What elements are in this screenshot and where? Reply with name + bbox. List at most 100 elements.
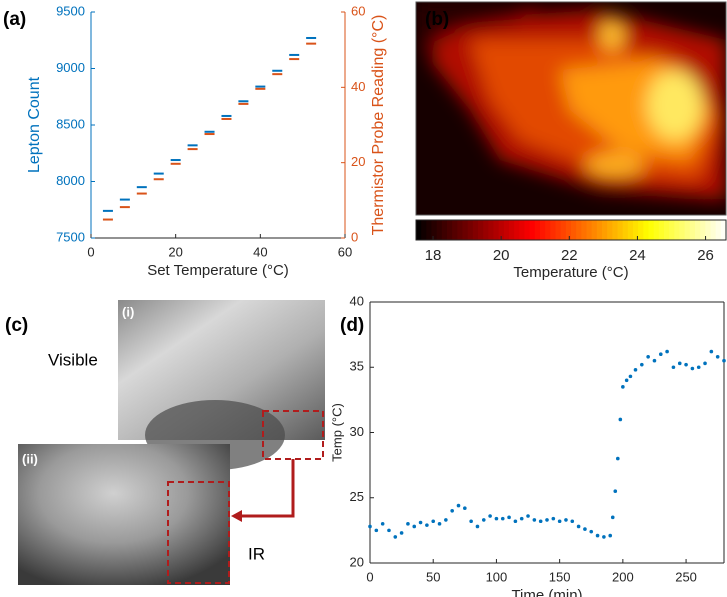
colorbar-cell — [689, 220, 696, 240]
point — [380, 522, 385, 526]
point — [102, 209, 113, 212]
colorbar-cell — [519, 220, 526, 240]
colorbar-cell — [596, 220, 603, 240]
point — [153, 172, 164, 175]
y-tick-label: 25 — [350, 489, 364, 504]
point — [564, 518, 568, 522]
colorbar-cell — [498, 220, 505, 240]
arrow — [240, 459, 295, 518]
point — [616, 456, 620, 461]
point — [500, 516, 505, 521]
x-tick-label: 100 — [486, 569, 508, 584]
panel-label: (c) — [5, 315, 28, 336]
colorbar-cell — [534, 220, 541, 240]
point — [306, 42, 317, 45]
colorbar-cell — [540, 220, 546, 240]
point — [444, 518, 448, 522]
point — [272, 73, 283, 76]
y-tick-label: 8500 — [56, 116, 85, 131]
x-tick-label: 50 — [426, 569, 440, 584]
point — [289, 58, 300, 61]
colorbar-cell — [436, 220, 443, 240]
colorbar-cell — [695, 220, 701, 240]
point — [393, 535, 398, 539]
colorbar-cell — [653, 220, 660, 240]
x-axis-label: Set Temperature (°C) — [147, 262, 289, 279]
colorbar-frame — [415, 219, 727, 241]
x-tick-label: 60 — [338, 244, 352, 259]
caption: Visible — [48, 350, 98, 369]
colorbar-cell — [503, 220, 510, 240]
x-axis-label: Time (min) — [511, 587, 582, 597]
point — [557, 519, 562, 524]
colorbar-cell — [679, 220, 686, 240]
colorbar-cell — [571, 220, 577, 240]
point — [671, 365, 676, 370]
colorbar-cell — [545, 220, 551, 240]
colorbar-cell — [581, 220, 588, 240]
point — [519, 516, 524, 521]
point — [418, 520, 423, 525]
y-tick-label: 9500 — [56, 3, 85, 18]
photo-label: (ii) — [22, 451, 38, 466]
y2-tick-label: 0 — [351, 229, 358, 244]
point — [102, 218, 113, 221]
colorbar-label: Temperature (°C) — [513, 264, 628, 281]
y2-axis-label: Thermistor Probe Reading (°C) — [370, 15, 387, 236]
colorbar-cell — [421, 220, 427, 240]
point — [368, 524, 372, 529]
point — [640, 362, 644, 367]
caption: IR — [248, 544, 265, 563]
y2-tick-label: 20 — [351, 154, 365, 169]
point — [602, 535, 606, 539]
colorbar-cell — [602, 220, 608, 240]
colorbar-cell — [416, 220, 422, 240]
point — [406, 522, 410, 526]
point — [272, 69, 283, 72]
point — [437, 522, 442, 526]
roi-box — [167, 481, 230, 584]
point — [488, 514, 492, 518]
point — [715, 355, 720, 359]
colorbar-cell — [622, 220, 629, 240]
colorbar-tick-label: 20 — [493, 247, 510, 264]
colorbar-cell — [565, 220, 572, 240]
point — [633, 368, 638, 372]
colorbar-cell — [452, 220, 458, 240]
point — [532, 518, 537, 522]
x-tick-label: 20 — [168, 244, 182, 259]
y-tick-label: 30 — [350, 424, 364, 439]
point — [387, 528, 391, 533]
y2-tick-label: 60 — [351, 3, 365, 18]
y-tick-label: 20 — [350, 554, 364, 569]
point — [551, 516, 556, 521]
point — [610, 515, 615, 520]
colorbar-cell — [524, 220, 531, 240]
point — [221, 114, 232, 117]
point — [306, 36, 317, 39]
colorbar-tick-label: 22 — [561, 247, 578, 264]
colorbar-cell — [462, 220, 469, 240]
point — [136, 192, 147, 195]
colorbar-cell — [705, 220, 712, 240]
point — [187, 144, 198, 147]
colorbar-cell — [591, 220, 598, 240]
point — [187, 148, 198, 151]
colorbar-cell — [638, 220, 644, 240]
y-tick-label: 35 — [350, 359, 364, 374]
point — [170, 159, 181, 162]
point — [469, 519, 473, 524]
heatmap-image — [416, 2, 726, 215]
colorbar-cell — [720, 220, 727, 240]
point — [119, 198, 130, 201]
colorbar-cell — [472, 220, 479, 240]
point — [289, 53, 300, 56]
colorbar-tick-label: 24 — [629, 247, 646, 264]
y2-tick-label: 40 — [351, 79, 365, 94]
point — [153, 178, 164, 181]
colorbar-cell — [674, 220, 681, 240]
point — [255, 87, 266, 90]
x-tick-label: 40 — [253, 244, 267, 259]
colorbar-cell — [643, 220, 650, 240]
